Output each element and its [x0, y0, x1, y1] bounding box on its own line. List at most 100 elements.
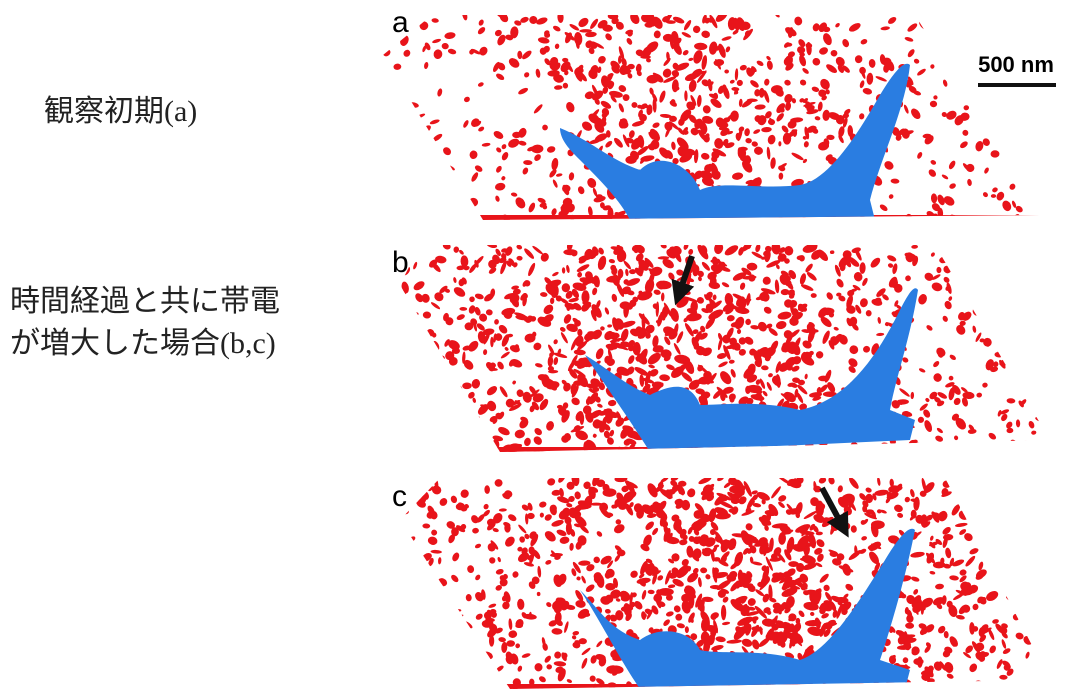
domain: [466, 654, 476, 661]
domain: [1023, 307, 1035, 319]
domain: [1033, 356, 1044, 366]
domain: [984, 25, 990, 36]
domain: [454, 614, 464, 622]
domain: [805, 683, 813, 689]
domain: [1037, 289, 1048, 295]
domain: [1035, 538, 1044, 547]
domain: [446, 420, 453, 425]
domain: [411, 562, 420, 570]
domain: [1013, 88, 1020, 99]
domain: [425, 408, 436, 419]
domain: [432, 383, 440, 391]
domain: [1007, 348, 1017, 358]
domain: [431, 593, 439, 603]
domain: [1012, 260, 1022, 269]
domain: [949, 13, 957, 24]
domain: [971, 284, 977, 290]
domain: [955, 36, 960, 41]
domain: [753, 447, 764, 453]
domain: [929, 442, 938, 452]
domain: [970, 64, 976, 72]
domain: [975, 683, 986, 689]
domain: [904, 444, 913, 452]
domain: [912, 441, 925, 452]
domain: [998, 487, 1011, 496]
domain: [1001, 554, 1009, 558]
domain: [566, 522, 572, 535]
domain: [1038, 589, 1048, 598]
domain: [1003, 553, 1009, 560]
domain: [436, 382, 443, 390]
domain: [966, 265, 974, 274]
figure: 観察初期(a) 時間経過と共に帯電 が増大した場合(b,c) a b c 500…: [0, 0, 1073, 689]
domain: [1032, 556, 1038, 561]
domain: [1029, 316, 1035, 321]
domain: [960, 501, 969, 510]
domain: [1016, 328, 1025, 334]
domain: [963, 490, 972, 497]
domain: [775, 624, 788, 628]
domain: [442, 408, 450, 415]
domain: [454, 622, 463, 632]
domain: [847, 445, 854, 452]
domain: [965, 242, 973, 251]
domain: [1012, 324, 1022, 334]
domain: [440, 684, 447, 689]
domain: [1022, 152, 1029, 160]
domain: [992, 481, 1001, 491]
domain: [1014, 578, 1026, 587]
domain: [480, 433, 484, 436]
domain: [972, 683, 981, 689]
scale-bar: [978, 83, 1056, 87]
domain: [681, 149, 695, 157]
domain: [957, 19, 966, 27]
domain: [1019, 35, 1029, 44]
domain: [1002, 525, 1013, 539]
domain: [960, 31, 967, 42]
domain: [1017, 151, 1027, 161]
domain: [1014, 91, 1024, 102]
domain: [1022, 440, 1031, 448]
domain: [791, 217, 797, 222]
domain: [1032, 380, 1042, 387]
domain: [1016, 307, 1021, 314]
domain: [981, 288, 986, 297]
domain: [413, 487, 423, 496]
domain: [398, 430, 404, 439]
domain: [1016, 518, 1024, 524]
domain: [938, 42, 946, 52]
micrograph: [382, 8, 1043, 225]
domain: [489, 679, 497, 687]
domain: [1029, 259, 1037, 269]
domain: [1003, 21, 1013, 28]
domain: [434, 363, 439, 368]
domain: [1042, 501, 1053, 506]
domain: [951, 243, 961, 253]
domain: [971, 522, 984, 533]
domain: [400, 357, 407, 364]
domain: [396, 164, 401, 170]
domain: [1011, 511, 1023, 524]
domain: [431, 175, 440, 182]
domain: [851, 446, 861, 456]
domain: [852, 445, 859, 453]
domain: [1021, 275, 1028, 282]
domain: [943, 443, 950, 449]
domain: [909, 442, 920, 450]
domain: [1033, 679, 1044, 689]
domain: [1036, 611, 1046, 623]
domain: [977, 506, 989, 517]
domain: [1023, 44, 1032, 52]
domain: [996, 329, 1007, 340]
domain: [440, 400, 447, 405]
domain: [991, 533, 1004, 546]
domain: [669, 116, 677, 122]
domain: [1005, 40, 1011, 48]
domain: [1000, 507, 1012, 519]
domain: [1047, 616, 1052, 622]
domain: [444, 399, 453, 405]
domain: [401, 303, 410, 313]
domain: [1012, 252, 1018, 257]
domain: [1005, 271, 1013, 276]
domain: [438, 671, 445, 676]
